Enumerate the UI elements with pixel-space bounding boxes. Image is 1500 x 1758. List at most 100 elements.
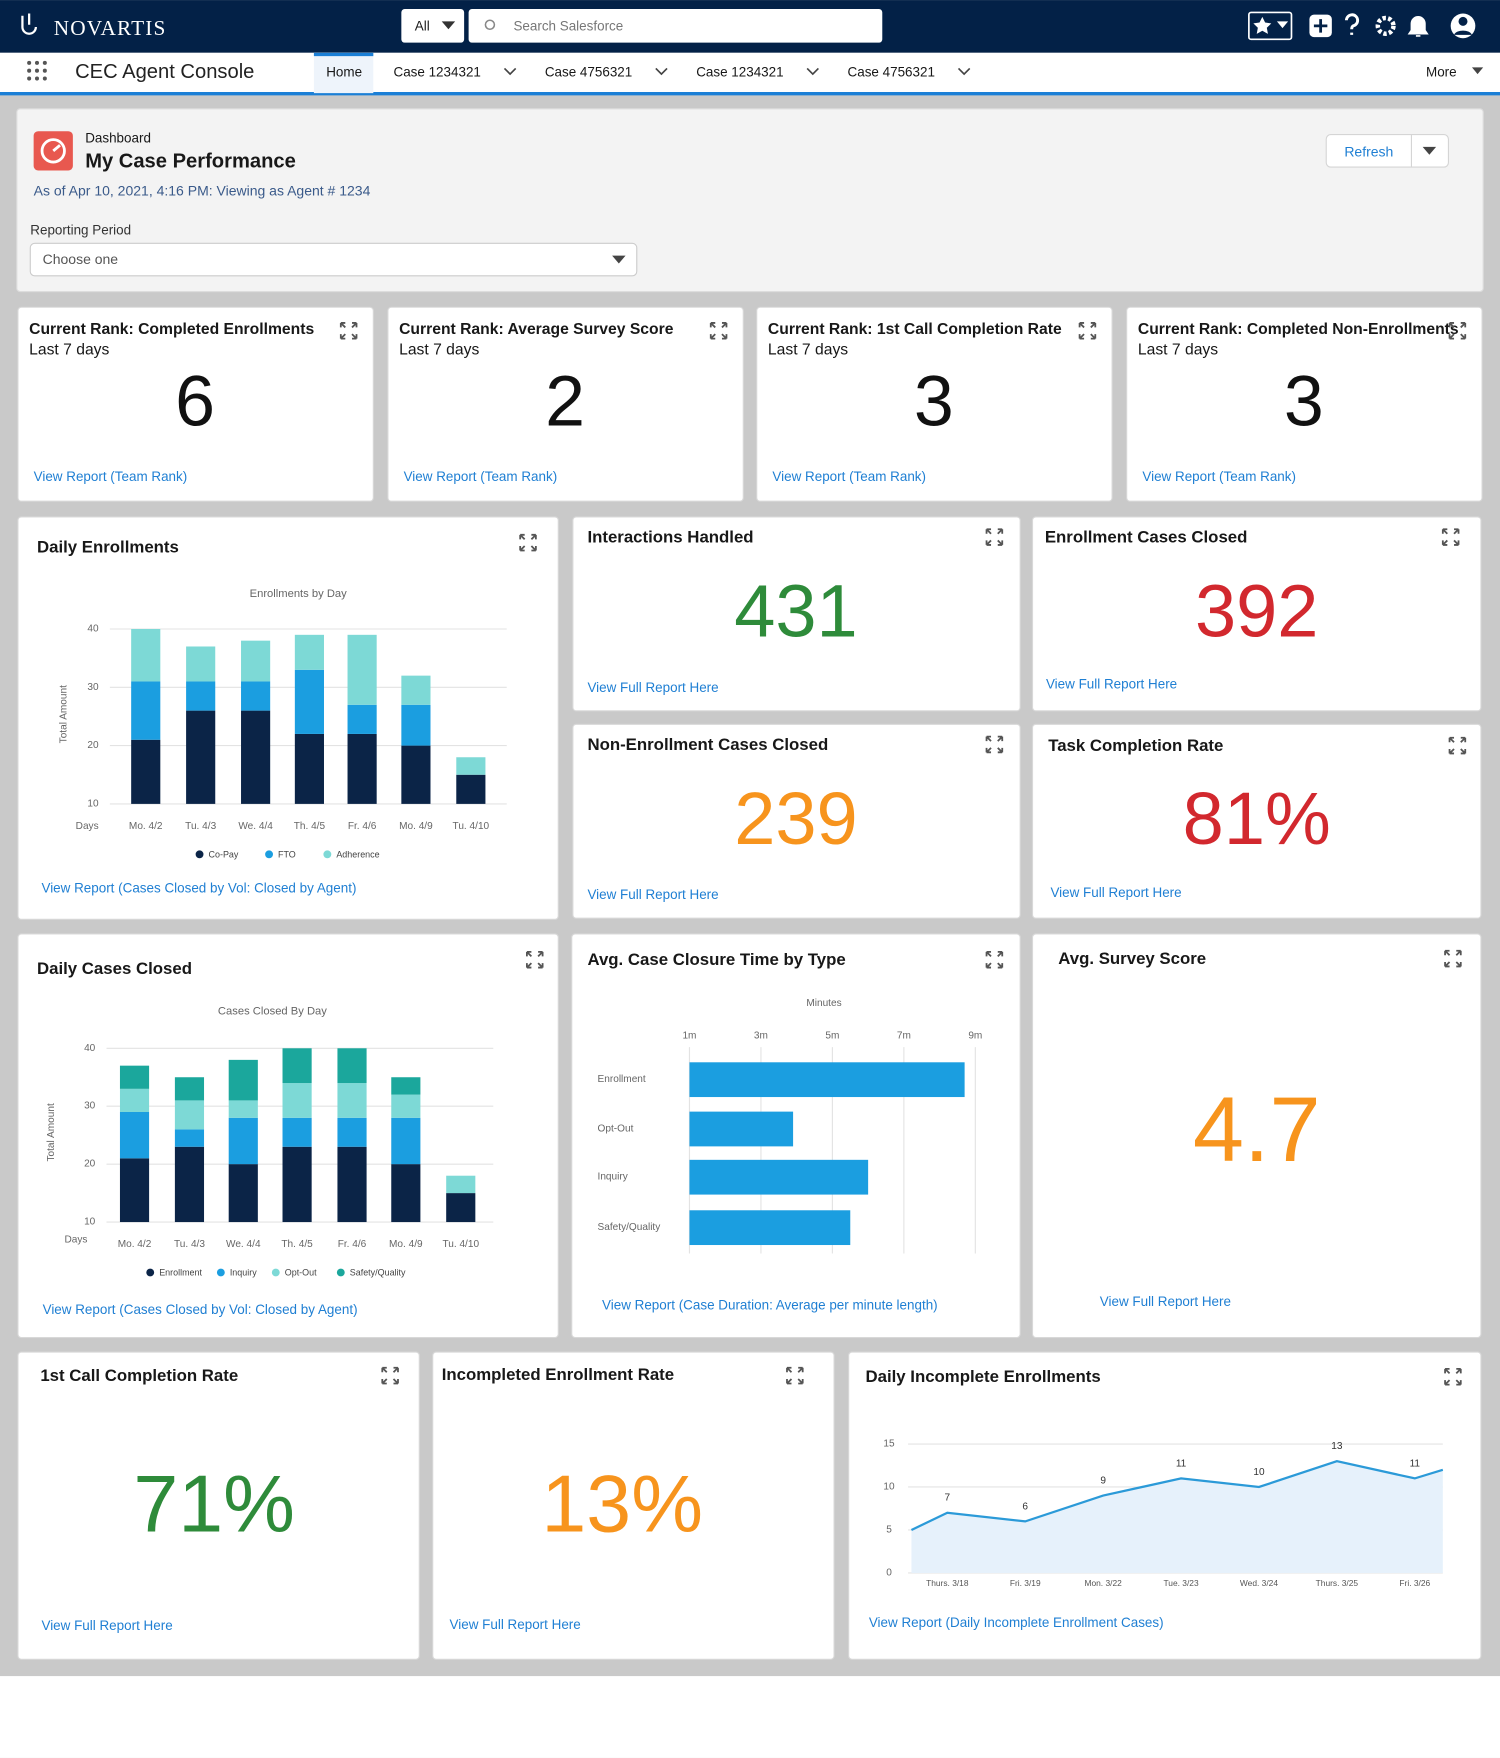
- report-link[interactable]: View Report (Team Rank): [34, 469, 188, 484]
- metric-value: 13%: [541, 1460, 703, 1550]
- report-link[interactable]: View Report (Team Rank): [772, 469, 926, 484]
- search-box[interactable]: [468, 9, 883, 43]
- nav-more[interactable]: More: [1426, 64, 1457, 79]
- card: [1031, 516, 1482, 712]
- report-link[interactable]: View Full Report Here: [1050, 885, 1181, 900]
- bar-segment: [391, 1094, 421, 1118]
- expand-icon[interactable]: [339, 322, 358, 340]
- bar-segment: [337, 1048, 367, 1084]
- settings-icon[interactable]: [1375, 15, 1396, 36]
- brand-logo: [21, 13, 37, 35]
- x-tick-label: Tu. 4/3: [185, 821, 216, 832]
- report-link[interactable]: View Report (Cases Closed by Vol: Closed…: [43, 1302, 358, 1317]
- chart-title: Daily Incomplete Enrollments: [865, 1367, 1100, 1386]
- nav-tab[interactable]: Case 1234321: [696, 64, 783, 79]
- x-tick-label: 1m: [682, 1030, 696, 1041]
- y-tick-label: 30: [87, 682, 99, 693]
- rank-value: 3: [1284, 361, 1324, 441]
- report-link[interactable]: View Full Report Here: [41, 1618, 172, 1633]
- bar-segment: [282, 1048, 312, 1084]
- search-icon: [484, 19, 496, 31]
- app-launcher-dot[interactable]: [27, 60, 32, 65]
- report-link[interactable]: View Report (Case Duration: Average per …: [602, 1298, 938, 1313]
- bar-segment: [401, 745, 431, 804]
- expand-icon[interactable]: [1078, 322, 1097, 340]
- bar-segment: [241, 681, 271, 711]
- dashboard-icon-gauge: [40, 138, 66, 164]
- expand-icon[interactable]: [1444, 1368, 1462, 1386]
- expand-icon[interactable]: [1448, 736, 1467, 755]
- nav-tab[interactable]: Case 4756321: [848, 64, 935, 79]
- expand-icon[interactable]: [519, 533, 537, 552]
- rank-value: 6: [175, 361, 215, 441]
- bar-segment: [119, 1111, 150, 1159]
- expand-icon[interactable]: [1444, 949, 1462, 968]
- app-launcher-dot[interactable]: [27, 76, 32, 81]
- dashboard-icon-needle: [52, 144, 61, 152]
- bar-segment: [391, 1117, 421, 1165]
- report-link[interactable]: View Full Report Here: [587, 887, 718, 902]
- y-axis-label: Total Amount: [58, 685, 69, 743]
- filter-select[interactable]: [29, 242, 638, 277]
- app-launcher-dot[interactable]: [34, 76, 40, 81]
- report-link[interactable]: View Full Report Here: [1046, 676, 1177, 691]
- report-link[interactable]: View Report (Team Rank): [1142, 469, 1296, 484]
- y-tick-label: 5: [886, 1524, 892, 1535]
- bar-segment: [456, 757, 486, 775]
- tab-menu-caret[interactable]: [655, 67, 668, 76]
- help-icon[interactable]: [1344, 13, 1360, 35]
- metric-value: 239: [734, 777, 857, 860]
- tab-menu-caret[interactable]: [503, 67, 517, 76]
- refresh-menu-caret[interactable]: [1422, 146, 1437, 155]
- report-link[interactable]: View Full Report Here: [587, 680, 718, 695]
- data-label: 10: [1253, 1467, 1265, 1478]
- bar-segment: [228, 1059, 258, 1101]
- report-link[interactable]: View Full Report Here: [1100, 1294, 1231, 1309]
- search-scope[interactable]: [401, 9, 465, 43]
- expand-icon[interactable]: [985, 528, 1004, 546]
- expand-icon[interactable]: [381, 1366, 399, 1385]
- expand-icon[interactable]: [1441, 528, 1460, 546]
- app-launcher-dot[interactable]: [42, 60, 47, 65]
- tab-menu-caret[interactable]: [957, 67, 971, 76]
- refresh-label[interactable]: Refresh: [1344, 143, 1393, 159]
- report-link[interactable]: View Report (Team Rank): [404, 469, 558, 484]
- tab-menu-caret[interactable]: [806, 67, 819, 76]
- data-label: 11: [1176, 1458, 1187, 1469]
- data-label: 6: [1022, 1501, 1028, 1512]
- report-link[interactable]: View Report (Cases Closed by Vol: Closed…: [41, 880, 356, 895]
- expand-icon[interactable]: [786, 1366, 804, 1385]
- metric-value: 81%: [1183, 777, 1331, 860]
- active-tab[interactable]: [313, 52, 374, 94]
- active-tab-indicator: [313, 52, 374, 57]
- card: [571, 933, 1021, 1339]
- bar-segment: [282, 1117, 312, 1147]
- x-axis-label: Days: [64, 1234, 87, 1245]
- app-launcher-dot[interactable]: [42, 68, 47, 73]
- card: [1031, 723, 1482, 919]
- card-title: Current Rank: Completed Enrollments: [29, 321, 314, 338]
- metric-value: 4.7: [1193, 1079, 1321, 1181]
- expand-icon[interactable]: [1448, 322, 1467, 340]
- report-link[interactable]: View Report (Daily Incomplete Enrollment…: [869, 1615, 1164, 1630]
- expand-icon[interactable]: [526, 950, 544, 969]
- notifications-icon[interactable]: [1407, 16, 1429, 37]
- favorites-button[interactable]: [1248, 11, 1293, 41]
- app-launcher-dot[interactable]: [27, 68, 32, 73]
- refresh-button[interactable]: [1325, 134, 1449, 168]
- expand-icon[interactable]: [985, 950, 1004, 969]
- report-link[interactable]: View Full Report Here: [450, 1617, 581, 1632]
- legend-marker: [265, 850, 273, 859]
- expand-icon[interactable]: [709, 322, 728, 340]
- expand-icon[interactable]: [985, 735, 1004, 754]
- app-launcher-dot[interactable]: [34, 68, 40, 73]
- app-launcher-dot[interactable]: [34, 60, 40, 65]
- x-axis-label: Days: [76, 821, 99, 832]
- app-launcher-dot[interactable]: [42, 76, 47, 81]
- legend-marker: [336, 1268, 345, 1277]
- nav-tab[interactable]: Case 1234321: [393, 64, 480, 79]
- nav-tab[interactable]: Case 4756321: [545, 64, 632, 79]
- filter-label: Reporting Period: [30, 222, 131, 237]
- nav-tab[interactable]: Home: [326, 64, 362, 79]
